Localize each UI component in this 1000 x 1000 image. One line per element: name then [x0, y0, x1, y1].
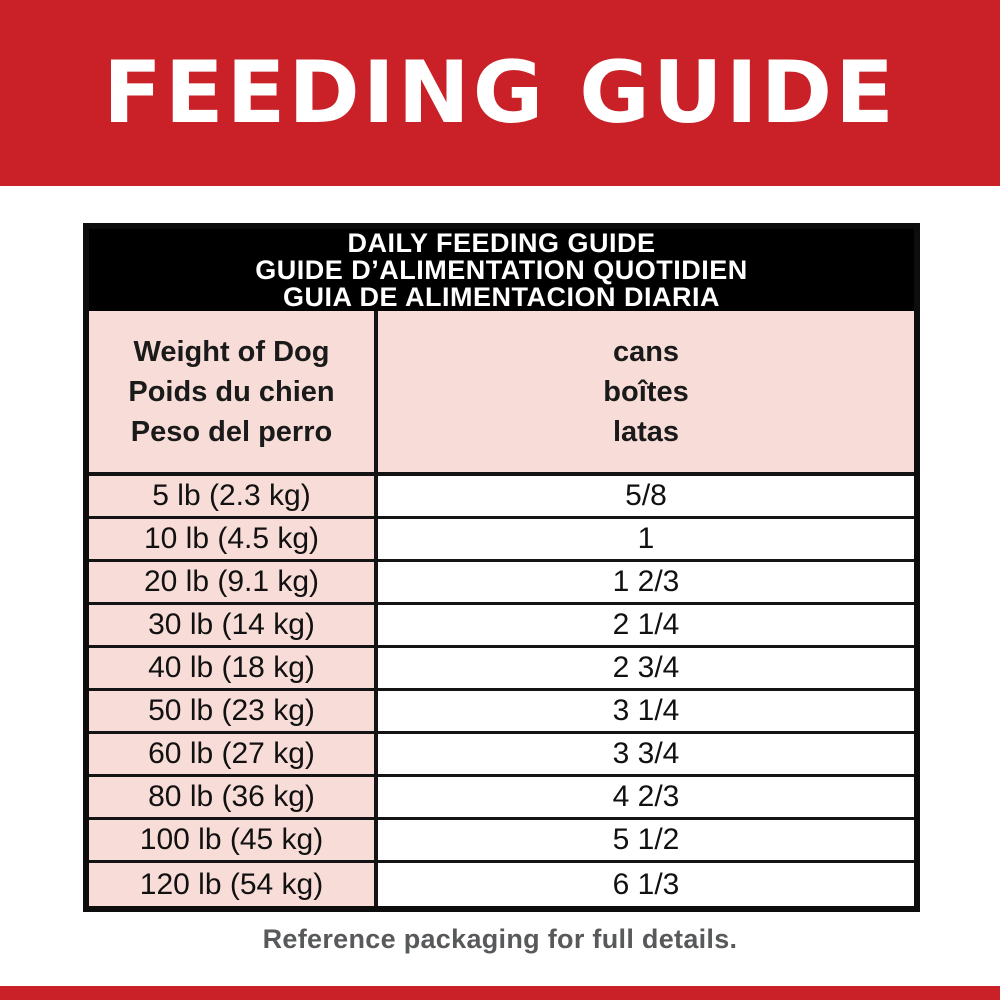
table-row: 80 lb (36 kg) 4 2/3: [89, 777, 914, 820]
weight-header-en: Weight of Dog: [133, 335, 330, 368]
cans-cell: 6 1/3: [374, 863, 914, 906]
weight-cell: 60 lb (27 kg): [89, 734, 374, 774]
weight-cell: 120 lb (54 kg): [89, 863, 374, 906]
weight-cell: 10 lb (4.5 kg): [89, 519, 374, 559]
table-row: 10 lb (4.5 kg) 1: [89, 519, 914, 562]
table-title-es: GUIA DE ALIMENTACION DIARIA: [283, 281, 720, 312]
cans-cell: 2 3/4: [374, 648, 914, 688]
cans-cell: 5/8: [374, 476, 914, 516]
table-row: 50 lb (23 kg) 3 1/4: [89, 691, 914, 734]
table-row: 40 lb (18 kg) 2 3/4: [89, 648, 914, 691]
reference-note: Reference packaging for full details.: [262, 924, 738, 954]
weight-cell: 50 lb (23 kg): [89, 691, 374, 731]
table-title-band: DAILY FEEDING GUIDE GUIDE D’ALIMENTATION…: [89, 229, 914, 311]
feeding-guide-banner: FEEDING GUIDE: [0, 0, 1000, 186]
weight-cell: 20 lb (9.1 kg): [89, 562, 374, 602]
table-row: 120 lb (54 kg) 6 1/3: [89, 863, 914, 906]
cans-cell: 1: [374, 519, 914, 559]
cans-header-en: cans: [612, 335, 680, 368]
weight-cell: 5 lb (2.3 kg): [89, 476, 374, 516]
cans-cell: 5 1/2: [374, 820, 914, 860]
column-header-row: Weight of Dog Poids du chien Peso del pe…: [89, 311, 914, 476]
weight-cell: 40 lb (18 kg): [89, 648, 374, 688]
bottom-red-strip: [0, 986, 1000, 1000]
table-title-en: DAILY FEEDING GUIDE: [347, 227, 656, 258]
weight-column-header: Weight of Dog Poids du chien Peso del pe…: [89, 311, 374, 472]
weight-header-fr: Poids du chien: [128, 375, 335, 408]
cans-column-header: cans boîtes latas: [374, 311, 914, 472]
weight-cell: 30 lb (14 kg): [89, 605, 374, 645]
cans-header-es: latas: [612, 415, 680, 448]
cans-cell: 4 2/3: [374, 777, 914, 817]
table-row: 20 lb (9.1 kg) 1 2/3: [89, 562, 914, 605]
cans-cell: 2 1/4: [374, 605, 914, 645]
cans-cell: 1 2/3: [374, 562, 914, 602]
weight-cell: 80 lb (36 kg): [89, 777, 374, 817]
weight-cell: 100 lb (45 kg): [89, 820, 374, 860]
table-title-fr: GUIDE D’ALIMENTATION QUOTIDIEN: [255, 254, 748, 285]
cans-cell: 3 1/4: [374, 691, 914, 731]
weight-header-es: Peso del perro: [130, 415, 333, 448]
table-row: 30 lb (14 kg) 2 1/4: [89, 605, 914, 648]
daily-feeding-table: DAILY FEEDING GUIDE GUIDE D’ALIMENTATION…: [83, 223, 920, 912]
table-row: 100 lb (45 kg) 5 1/2: [89, 820, 914, 863]
cans-cell: 3 3/4: [374, 734, 914, 774]
table-row: 60 lb (27 kg) 3 3/4: [89, 734, 914, 777]
cans-header-fr: boîtes: [603, 375, 689, 408]
table-row: 5 lb (2.3 kg) 5/8: [89, 476, 914, 519]
banner-title: FEEDING GUIDE: [103, 43, 897, 143]
